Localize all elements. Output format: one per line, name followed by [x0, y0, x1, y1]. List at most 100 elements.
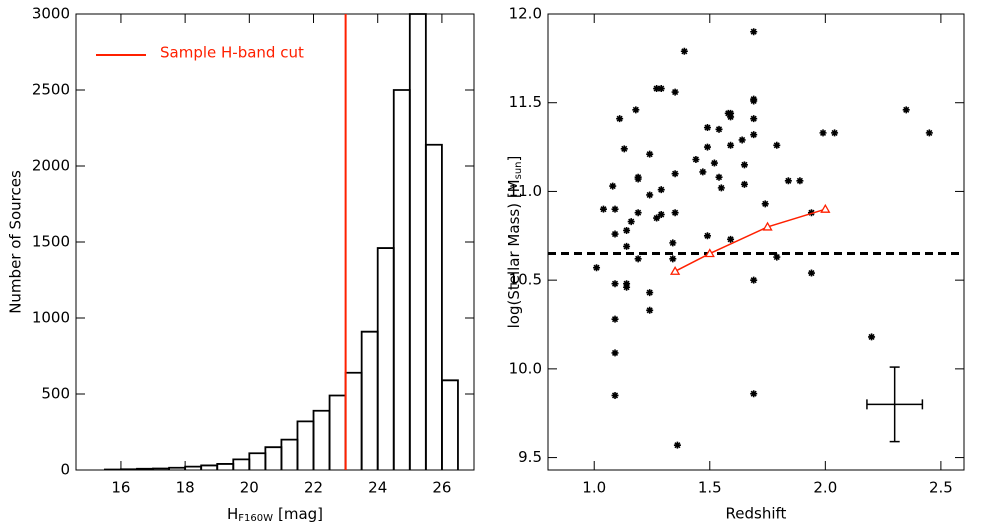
- scatter-point: [750, 28, 758, 36]
- scatter-point: [646, 289, 654, 297]
- histogram-bar: [408, 13, 427, 470]
- scatter-point: [611, 230, 619, 238]
- scatter-point: [750, 131, 758, 139]
- histogram-bar: [328, 394, 347, 470]
- scatter-point: [611, 391, 619, 399]
- histogram-bar: [264, 446, 283, 470]
- scatter-point: [784, 177, 792, 185]
- scatter-point: [692, 155, 700, 163]
- scatter-point: [669, 239, 677, 247]
- x-tick-label: 20: [240, 479, 259, 497]
- scatter-point: [609, 182, 617, 190]
- trend-marker: [820, 203, 831, 213]
- histogram-bar: [280, 438, 299, 470]
- scatter-point: [634, 255, 642, 263]
- scatter-point: [657, 210, 665, 218]
- x-tick-label: 1.0: [582, 479, 606, 497]
- y-tick-label: 500: [41, 385, 70, 403]
- scatter-point: [715, 173, 723, 181]
- scatter-point: [727, 113, 735, 121]
- scatter-point: [632, 106, 640, 114]
- scatter-point: [717, 184, 725, 192]
- x-tick-label: 18: [176, 479, 195, 497]
- scatter-point: [715, 125, 723, 133]
- scatter-point: [611, 349, 619, 357]
- scatter-point: [925, 129, 933, 137]
- plot-frame: [547, 13, 965, 471]
- scatter-point: [653, 85, 661, 93]
- y-tick-label: 2000: [32, 157, 70, 175]
- histogram-bar: [296, 420, 315, 470]
- scatter-point: [773, 141, 781, 149]
- scatter-point: [727, 235, 735, 243]
- scatter-point: [599, 205, 607, 213]
- y-label-end: ]: [505, 156, 523, 162]
- scatter-point: [671, 170, 679, 178]
- scatter-point: [634, 175, 642, 183]
- scatter-point: [634, 209, 642, 217]
- histogram-bar: [392, 89, 411, 470]
- scatter-point: [703, 232, 711, 240]
- x-tick-label: 2.5: [929, 479, 953, 497]
- scatter-point: [657, 186, 665, 194]
- scatter-point: [671, 209, 679, 217]
- scatter-point: [710, 159, 718, 167]
- trend-marker: [669, 265, 681, 275]
- scatter-point: [623, 242, 631, 250]
- legend-label: Sample H-band cut: [160, 44, 304, 62]
- plot-frame: [75, 13, 475, 471]
- y-tick-label: 9.5: [518, 448, 542, 466]
- scatter-point: [740, 180, 748, 188]
- x-tick-label: 1.5: [698, 479, 722, 497]
- scatter-point: [680, 47, 688, 55]
- scatter-point: [750, 97, 758, 105]
- scatter-point: [727, 141, 735, 149]
- scatter-point: [699, 168, 707, 176]
- x-tick-label: 16: [111, 479, 130, 497]
- histogram-bar: [344, 371, 363, 470]
- scatter-point: [750, 390, 758, 398]
- scatter-point: [627, 218, 635, 226]
- y-tick-label: 1000: [32, 309, 70, 327]
- scatter-point: [593, 264, 601, 272]
- scatter-point: [703, 143, 711, 151]
- x-tick-label: 2.0: [813, 479, 837, 497]
- scatter-point: [646, 191, 654, 199]
- scatter-point: [646, 306, 654, 314]
- scatter-point: [623, 283, 631, 291]
- scatter-point: [669, 255, 677, 263]
- y-tick-label: 10.5: [509, 271, 542, 289]
- scatter-point: [671, 88, 679, 96]
- scatter-point: [738, 136, 746, 144]
- y-axis-label: Number of Sources: [7, 170, 25, 314]
- histogram-bar: [360, 330, 379, 470]
- y-label-main: log(Stellar Mass) [M: [505, 179, 523, 328]
- scatter-point: [620, 145, 628, 153]
- scatter-point: [740, 161, 748, 169]
- scatter-point: [727, 109, 735, 117]
- y-tick-label: 2500: [32, 81, 70, 99]
- trend-marker: [762, 221, 773, 231]
- y-tick-label: 12.0: [509, 5, 542, 23]
- scatter-point: [611, 280, 619, 288]
- x-label-sub: F160W: [238, 513, 273, 524]
- scatter-point: [611, 205, 619, 213]
- scatter-point: [673, 441, 681, 449]
- histogram-bar: [248, 452, 267, 470]
- histogram-bar: [312, 409, 331, 470]
- scatter-point: [819, 129, 827, 137]
- trend-line: [674, 208, 826, 272]
- scatter-point: [868, 333, 876, 341]
- y-tick-label: 11.0: [509, 182, 542, 200]
- scatter-point: [653, 214, 661, 222]
- histogram-bar: [441, 379, 459, 470]
- x-tick-label: 26: [432, 479, 451, 497]
- trend-marker: [704, 248, 715, 258]
- y-axis-label: log(Stellar Mass) [Msun]: [505, 156, 525, 329]
- scatter-point: [623, 280, 631, 288]
- scatter-point: [623, 226, 631, 234]
- scatter-point: [761, 200, 769, 208]
- y-tick-label: 3000: [32, 5, 70, 23]
- histogram-bar: [232, 458, 251, 470]
- y-tick-label: 1500: [32, 233, 70, 251]
